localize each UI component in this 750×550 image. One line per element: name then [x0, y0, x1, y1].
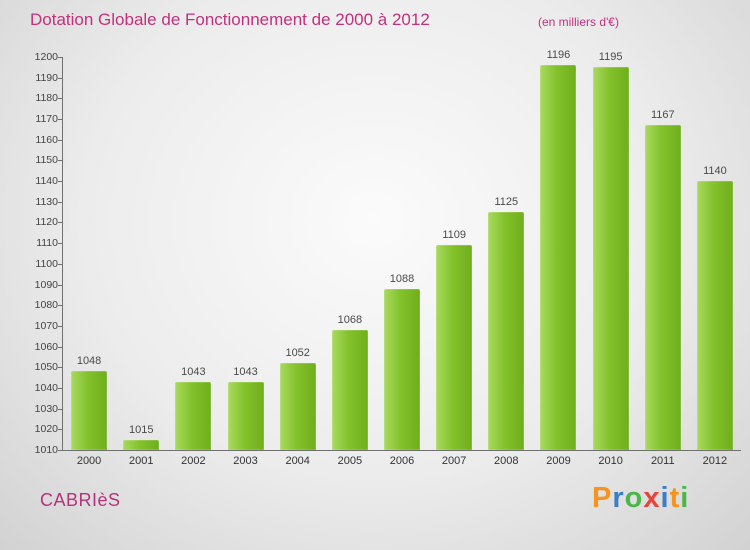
- y-axis-tick-mark: [58, 77, 62, 79]
- x-axis-label: 2007: [441, 455, 467, 467]
- y-axis-tick-label: 1070: [34, 319, 58, 332]
- y-axis-tick-mark: [58, 387, 62, 389]
- y-axis-tick-label: 1170: [35, 113, 58, 126]
- bar: [331, 330, 368, 450]
- bar-value-label: 1068: [337, 314, 363, 327]
- y-axis-tick-label: 1150: [35, 154, 58, 167]
- x-axis-label: 2008: [494, 455, 519, 467]
- y-axis-tick-mark: [58, 119, 62, 121]
- logo-letter: x: [643, 482, 661, 514]
- bar: [592, 67, 629, 450]
- bar-value-label: 1195: [598, 51, 623, 64]
- bar: [436, 245, 473, 450]
- y-axis-tick-mark: [58, 450, 62, 451]
- y-axis-tick-mark: [58, 263, 62, 265]
- y-axis-tick-mark: [58, 325, 62, 327]
- y-axis-tick-mark: [58, 160, 62, 162]
- y-axis-tick-label: 1010: [34, 444, 58, 456]
- y-axis-tick-mark: [58, 181, 62, 183]
- y-axis-tick-mark: [58, 201, 62, 203]
- bar: [644, 125, 681, 450]
- x-axis-label: 2004: [285, 455, 310, 467]
- bar-value-label: 1196: [546, 49, 571, 62]
- y-axis-tick-label: 1140: [35, 175, 58, 188]
- logo-letter: i: [680, 482, 690, 514]
- y-axis-tick-mark: [58, 222, 62, 224]
- x-axis-label: 2012: [702, 455, 728, 467]
- y-axis-tick-label: 1190: [35, 71, 58, 84]
- x-axis-label: 2002: [181, 455, 206, 467]
- bar-value-label: 1109: [442, 229, 466, 242]
- y-axis-tick-label: 1110: [36, 237, 58, 250]
- y-axis-tick-mark: [58, 305, 62, 307]
- y-axis-tick-mark: [58, 57, 62, 58]
- y-axis-tick-label: 1080: [34, 299, 58, 312]
- bar: [540, 65, 577, 450]
- bar-value-label: 1052: [285, 347, 310, 360]
- bar-value-label: 1043: [233, 365, 258, 378]
- y-axis-tick-label: 1060: [34, 340, 58, 353]
- bar: [123, 439, 160, 450]
- bar: [696, 181, 733, 450]
- bar-value-label: 1048: [76, 355, 102, 368]
- logo-letter: r: [612, 482, 625, 514]
- bar-value-label: 1043: [181, 365, 206, 378]
- footer-name: CABRIèS: [40, 490, 121, 510]
- y-axis-tick-mark: [58, 408, 62, 410]
- x-axis-label: 2003: [233, 455, 258, 467]
- bar: [384, 288, 420, 450]
- bar: [279, 363, 316, 450]
- y-axis-tick-mark: [58, 367, 62, 369]
- y-axis-tick-mark: [58, 346, 62, 348]
- bar: [175, 381, 212, 450]
- y-axis-tick-label: 1100: [35, 257, 58, 270]
- x-axis-label: 2011: [650, 455, 675, 467]
- proxiti-logo: Proxiti: [592, 482, 689, 515]
- y-axis-tick-label: 1200: [34, 51, 58, 63]
- bar-value-label: 1140: [703, 165, 727, 178]
- logo-letter: P: [592, 482, 613, 514]
- x-axis-label: 2009: [546, 455, 571, 467]
- bar: [227, 381, 264, 450]
- chart-title: Dotation Globale de Fonctionnement de 20…: [30, 10, 430, 29]
- y-axis-tick-mark: [58, 98, 62, 100]
- y-axis-tick-mark: [58, 429, 62, 431]
- y-axis-tick-label: 1020: [34, 423, 58, 436]
- y-axis-tick-label: 1090: [34, 278, 58, 291]
- chart-subtitle: (en milliers d'€): [538, 15, 619, 29]
- y-axis-tick-label: 1160: [35, 133, 58, 146]
- logo-letter: t: [669, 482, 681, 514]
- x-axis-label: 2005: [337, 455, 363, 467]
- bar-value-label: 1125: [494, 196, 519, 209]
- x-axis-label: 2010: [598, 455, 623, 467]
- y-axis-tick-mark: [58, 284, 62, 286]
- y-axis-tick-label: 1120: [35, 216, 58, 229]
- y-axis-tick-label: 1030: [34, 402, 58, 415]
- bar-value-label: 1088: [389, 272, 415, 285]
- bar: [488, 212, 525, 450]
- y-axis-tick-label: 1040: [34, 381, 58, 394]
- y-axis-tick-label: 1180: [35, 92, 58, 105]
- bar-value-label: 1167: [650, 109, 675, 122]
- x-axis-label: 2006: [389, 455, 415, 467]
- x-axis-label: 2000: [76, 455, 102, 467]
- y-axis-tick-mark: [58, 139, 62, 141]
- logo-letter: o: [624, 482, 644, 514]
- bar: [71, 371, 108, 450]
- plot-area: 1010 1020 1030 1040 1050 1060 1070 1080 1090 1100…: [35, 49, 741, 467]
- y-axis-tick-label: 1050: [34, 361, 58, 374]
- y-axis-tick-mark: [58, 243, 62, 245]
- bar-value-label: 1015: [128, 423, 154, 436]
- x-axis-label: 2001: [128, 455, 154, 467]
- logo-letter: i: [660, 482, 670, 514]
- y-axis-tick-label: 1130: [35, 195, 58, 208]
